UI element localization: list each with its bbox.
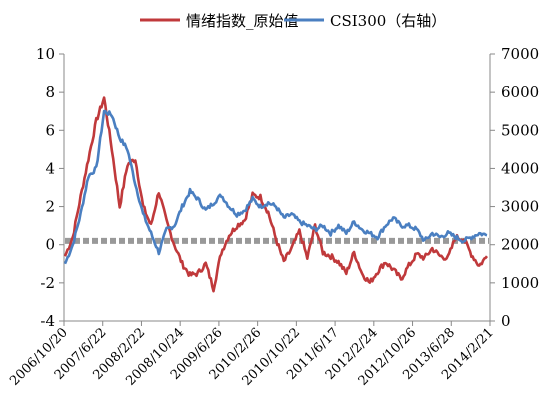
right-axis-ticks: 0 1000 2000 3000 4000 5000 6000 7000 (490, 45, 539, 330)
right-tick-label: 2000 (501, 236, 539, 254)
right-tick-label: 5000 (501, 121, 539, 139)
right-tick-label: 3000 (501, 198, 539, 216)
legend-label-csi300: CSI300（右轴） (330, 12, 446, 30)
series-line-sentiment (63, 96, 489, 293)
left-tick-label: 6 (45, 121, 55, 139)
left-tick-label: -4 (40, 312, 55, 330)
left-tick-label: 0 (45, 236, 55, 254)
right-tick-label: 0 (501, 312, 511, 330)
left-tick-label: 8 (45, 83, 55, 101)
legend: 情绪指数_原始值 CSI300（右轴） (140, 12, 446, 30)
series-line-csi300 (63, 109, 488, 265)
right-tick-label: 6000 (501, 83, 539, 101)
left-axis-ticks: -4 -2 0 2 4 6 8 10 (36, 45, 64, 330)
right-tick-label: 7000 (501, 45, 539, 63)
right-tick-label: 1000 (501, 274, 539, 292)
x-axis-ticks: 2006/10/202007/6/222008/2/222008/10/2420… (7, 321, 497, 389)
legend-label-sentiment: 情绪指数_原始值 (186, 12, 299, 30)
plot-frame (63, 54, 491, 322)
left-tick-label: 2 (45, 198, 55, 216)
left-tick-label: 4 (45, 159, 55, 177)
series-layer (63, 96, 489, 293)
left-tick-label: -2 (40, 274, 55, 292)
left-tick-label: 10 (36, 45, 55, 63)
right-tick-label: 4000 (501, 159, 539, 177)
